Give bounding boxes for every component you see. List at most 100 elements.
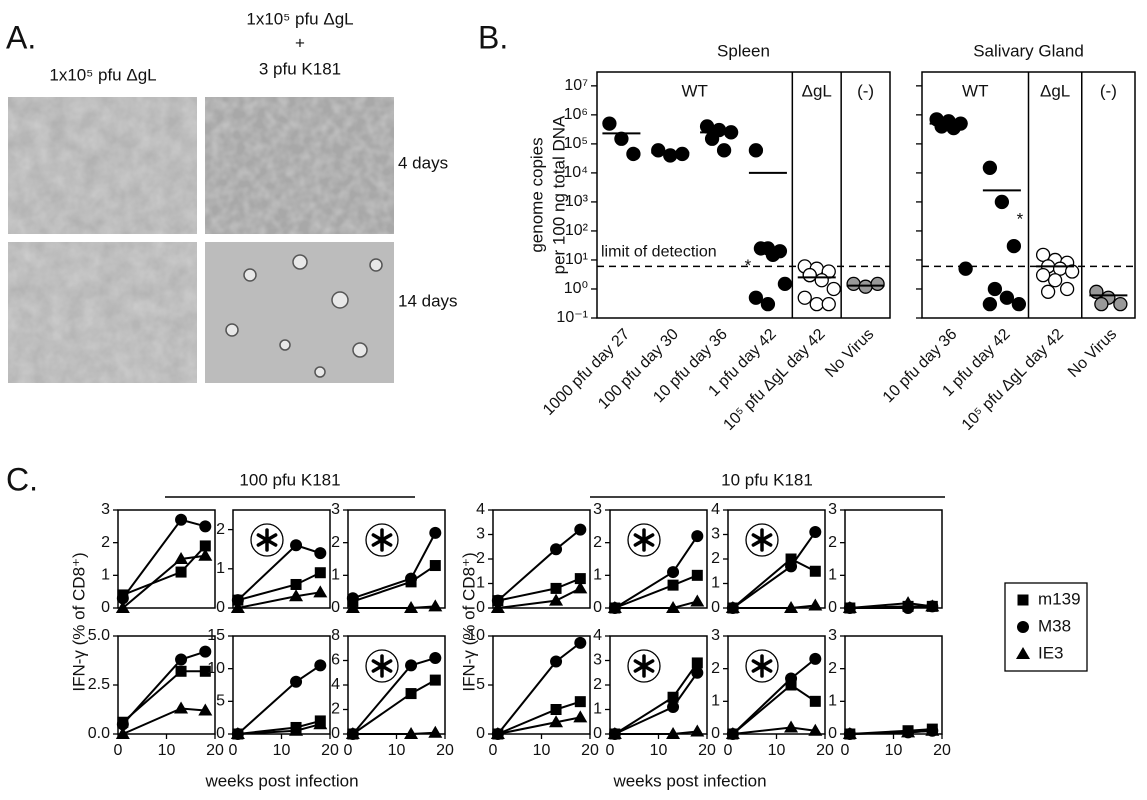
y-tick-label: 5 (476, 676, 485, 693)
y-tick-label: 1 (476, 575, 485, 592)
section-label: (-) (1100, 81, 1117, 100)
data-point (704, 131, 720, 146)
data-point (1011, 297, 1027, 312)
marker-triangle (115, 727, 130, 739)
significance-star (371, 659, 393, 673)
cell (243, 268, 257, 282)
y-tick-label: 2 (711, 660, 720, 677)
marker-triangle (607, 727, 622, 739)
data-point (987, 281, 1003, 297)
y-tick-label: 4 (331, 676, 340, 693)
y-tick-label: 8 (331, 627, 340, 644)
marker-square (667, 579, 679, 591)
y-tick-label: 2 (828, 660, 837, 677)
image-texture (205, 97, 394, 234)
marker-triangle (115, 601, 130, 613)
marker-circle (1017, 621, 1029, 633)
marker-square (667, 691, 679, 703)
x-tick-label: 0 (229, 742, 238, 759)
marker-circle (550, 655, 563, 668)
marker-circle (691, 530, 704, 543)
marker-square (785, 553, 797, 565)
y-tick-label: 1 (828, 567, 837, 584)
marker-triangle (230, 601, 245, 613)
series-line (237, 591, 321, 609)
marker-triangle (666, 601, 681, 613)
y-tick-label: 10⁷ (564, 77, 588, 94)
data-point (814, 273, 829, 288)
marker-triangle (808, 598, 823, 611)
column-heading: + (295, 33, 305, 52)
marker-circle (691, 666, 704, 679)
x-tick-label: 10 (273, 742, 291, 759)
marker-triangle (428, 599, 443, 612)
group-title: 100 pfu K181 (239, 470, 340, 489)
series-line (732, 683, 816, 735)
detection-limit-label: limit of detection (601, 244, 717, 261)
section-label: WT (681, 81, 707, 100)
legend-label: IE3 (1038, 643, 1064, 662)
micrographs (8, 97, 394, 383)
panel-label: A. (6, 19, 36, 55)
series-line (352, 657, 436, 735)
marker-circle (550, 543, 563, 556)
column-heading: 3 pfu K181 (259, 59, 341, 78)
y-tick-label: 2 (101, 534, 110, 551)
y-tick-label: 5 (216, 693, 225, 710)
data-point (1064, 264, 1080, 279)
marker-circle (405, 659, 418, 672)
data-point (1006, 238, 1022, 254)
marker-triangle (1016, 647, 1030, 659)
marker-circle (667, 701, 680, 714)
marker-triangle (901, 725, 916, 738)
data-point (946, 120, 961, 136)
y-axis-label: IFN-γ (% of CD8⁺) (69, 552, 88, 691)
series-line (122, 545, 207, 596)
marker-square (429, 560, 441, 572)
y-axis-label: per 100 ng total DNA (549, 115, 568, 274)
marker-square (785, 679, 797, 691)
marker-triangle (289, 589, 304, 602)
marker-triangle (901, 596, 916, 609)
y-tick-label: 3 (593, 652, 602, 669)
y-tick-label: 1 (331, 567, 340, 584)
image-texture (8, 242, 197, 383)
marker-triangle (666, 727, 681, 739)
significance-circle (365, 523, 399, 557)
marker-circle (346, 592, 359, 605)
data-point (802, 267, 817, 283)
data-point (809, 297, 824, 312)
series-line (352, 605, 436, 609)
x-axis-label: weeks post infection (204, 771, 358, 790)
y-tick-label: 2 (593, 676, 602, 693)
marker-circle (429, 652, 442, 665)
marker-triangle (230, 727, 245, 739)
plot-frame (609, 635, 708, 735)
series-line (237, 571, 321, 602)
category-label: 1000 pfu day 27 (540, 326, 633, 419)
marker-circle (175, 513, 188, 526)
series-line (732, 557, 816, 609)
plot-frame (609, 509, 708, 609)
x-tick-label: 0 (489, 742, 498, 759)
y-axis-label: IFN-γ (% of CD8⁺) (459, 552, 478, 691)
significance-circle (365, 649, 399, 683)
x-tick-label: 0 (841, 742, 850, 759)
significance-circle (627, 649, 661, 683)
x-tick-label: 0 (114, 742, 123, 759)
data-point (1047, 273, 1063, 288)
marker-triangle (690, 594, 705, 607)
y-tick-label: 2 (828, 534, 837, 551)
data-point (934, 119, 949, 134)
marker-circle (175, 653, 188, 666)
data-point (958, 261, 973, 276)
significance-star (751, 659, 773, 673)
marker-triangle (289, 723, 304, 736)
marker-square (574, 573, 586, 585)
x-tick-label: 10 (650, 742, 668, 759)
marker-circle (574, 636, 587, 649)
y-tick-label: 10² (565, 222, 589, 239)
plot-frame (727, 509, 826, 609)
x-axis-label: weeks post infection (612, 771, 766, 790)
x-tick-label: 0 (724, 742, 733, 759)
